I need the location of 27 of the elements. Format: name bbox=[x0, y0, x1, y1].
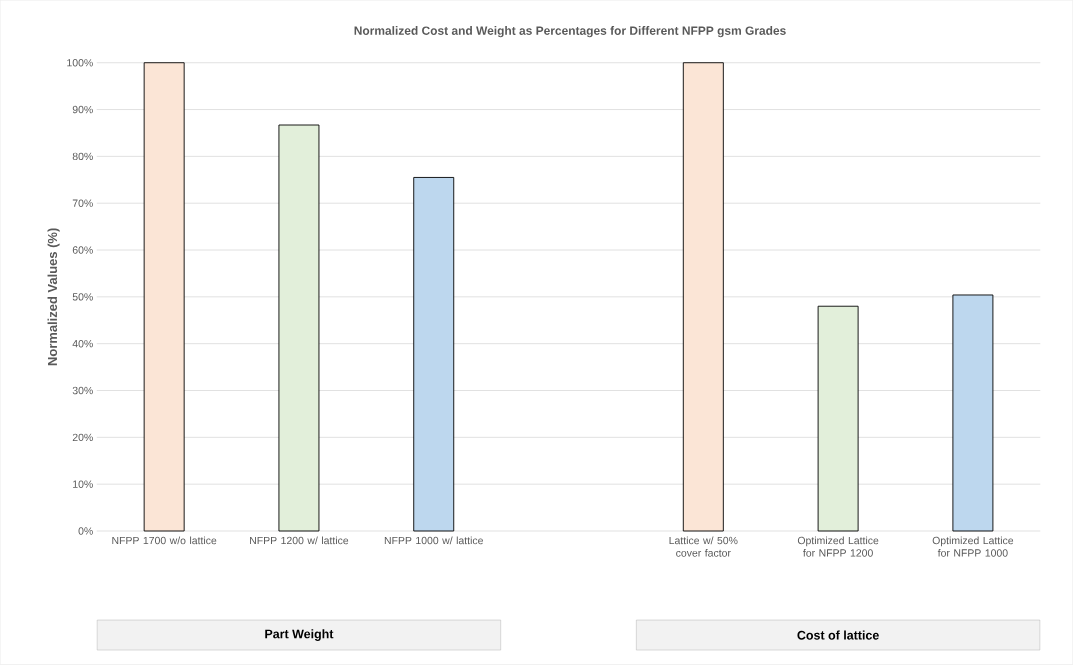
y-tick-label: 100% bbox=[67, 59, 93, 67]
x-tick-label: NFPP 1000 w/ lattice bbox=[384, 536, 483, 545]
bar bbox=[952, 294, 994, 532]
y-tick-label: 70% bbox=[72, 199, 93, 208]
x-tick-label: Optimized Lattice for NFPP 1200 bbox=[797, 536, 879, 557]
bar bbox=[413, 177, 455, 532]
y-tick-label: 20% bbox=[72, 433, 93, 442]
y-tick-label: 80% bbox=[72, 152, 93, 161]
bar bbox=[682, 62, 724, 532]
text: Part Weight bbox=[265, 629, 334, 641]
text: Cost of lattice bbox=[797, 630, 879, 640]
x-tick-label: Lattice w/ 50% cover factor bbox=[669, 536, 738, 557]
x-tick-label: NFPP 1200 w/ lattice bbox=[250, 536, 349, 545]
y-axis-title: Normalized Values (%) bbox=[47, 228, 60, 366]
y-tick-label: 60% bbox=[72, 246, 93, 254]
y-tick-label: 40% bbox=[72, 340, 93, 348]
y-tick-label: 90% bbox=[72, 105, 93, 114]
bar bbox=[143, 62, 185, 532]
y-tick-label: 10% bbox=[73, 480, 93, 488]
x-tick-label: NFPP 1700 w/o lattice bbox=[112, 536, 217, 545]
x-tick-label: Optimized Lattice for NFPP 1000 bbox=[932, 536, 1014, 557]
y-tick-label: 50% bbox=[72, 293, 93, 301]
y-tick-label: 0% bbox=[78, 527, 93, 535]
bar bbox=[278, 124, 320, 532]
chart-title: Normalized Cost and Weight as Percentages for Different NFPP gsm Grades bbox=[354, 26, 786, 38]
y-tick-label: 30% bbox=[72, 386, 93, 395]
bar bbox=[817, 305, 859, 532]
